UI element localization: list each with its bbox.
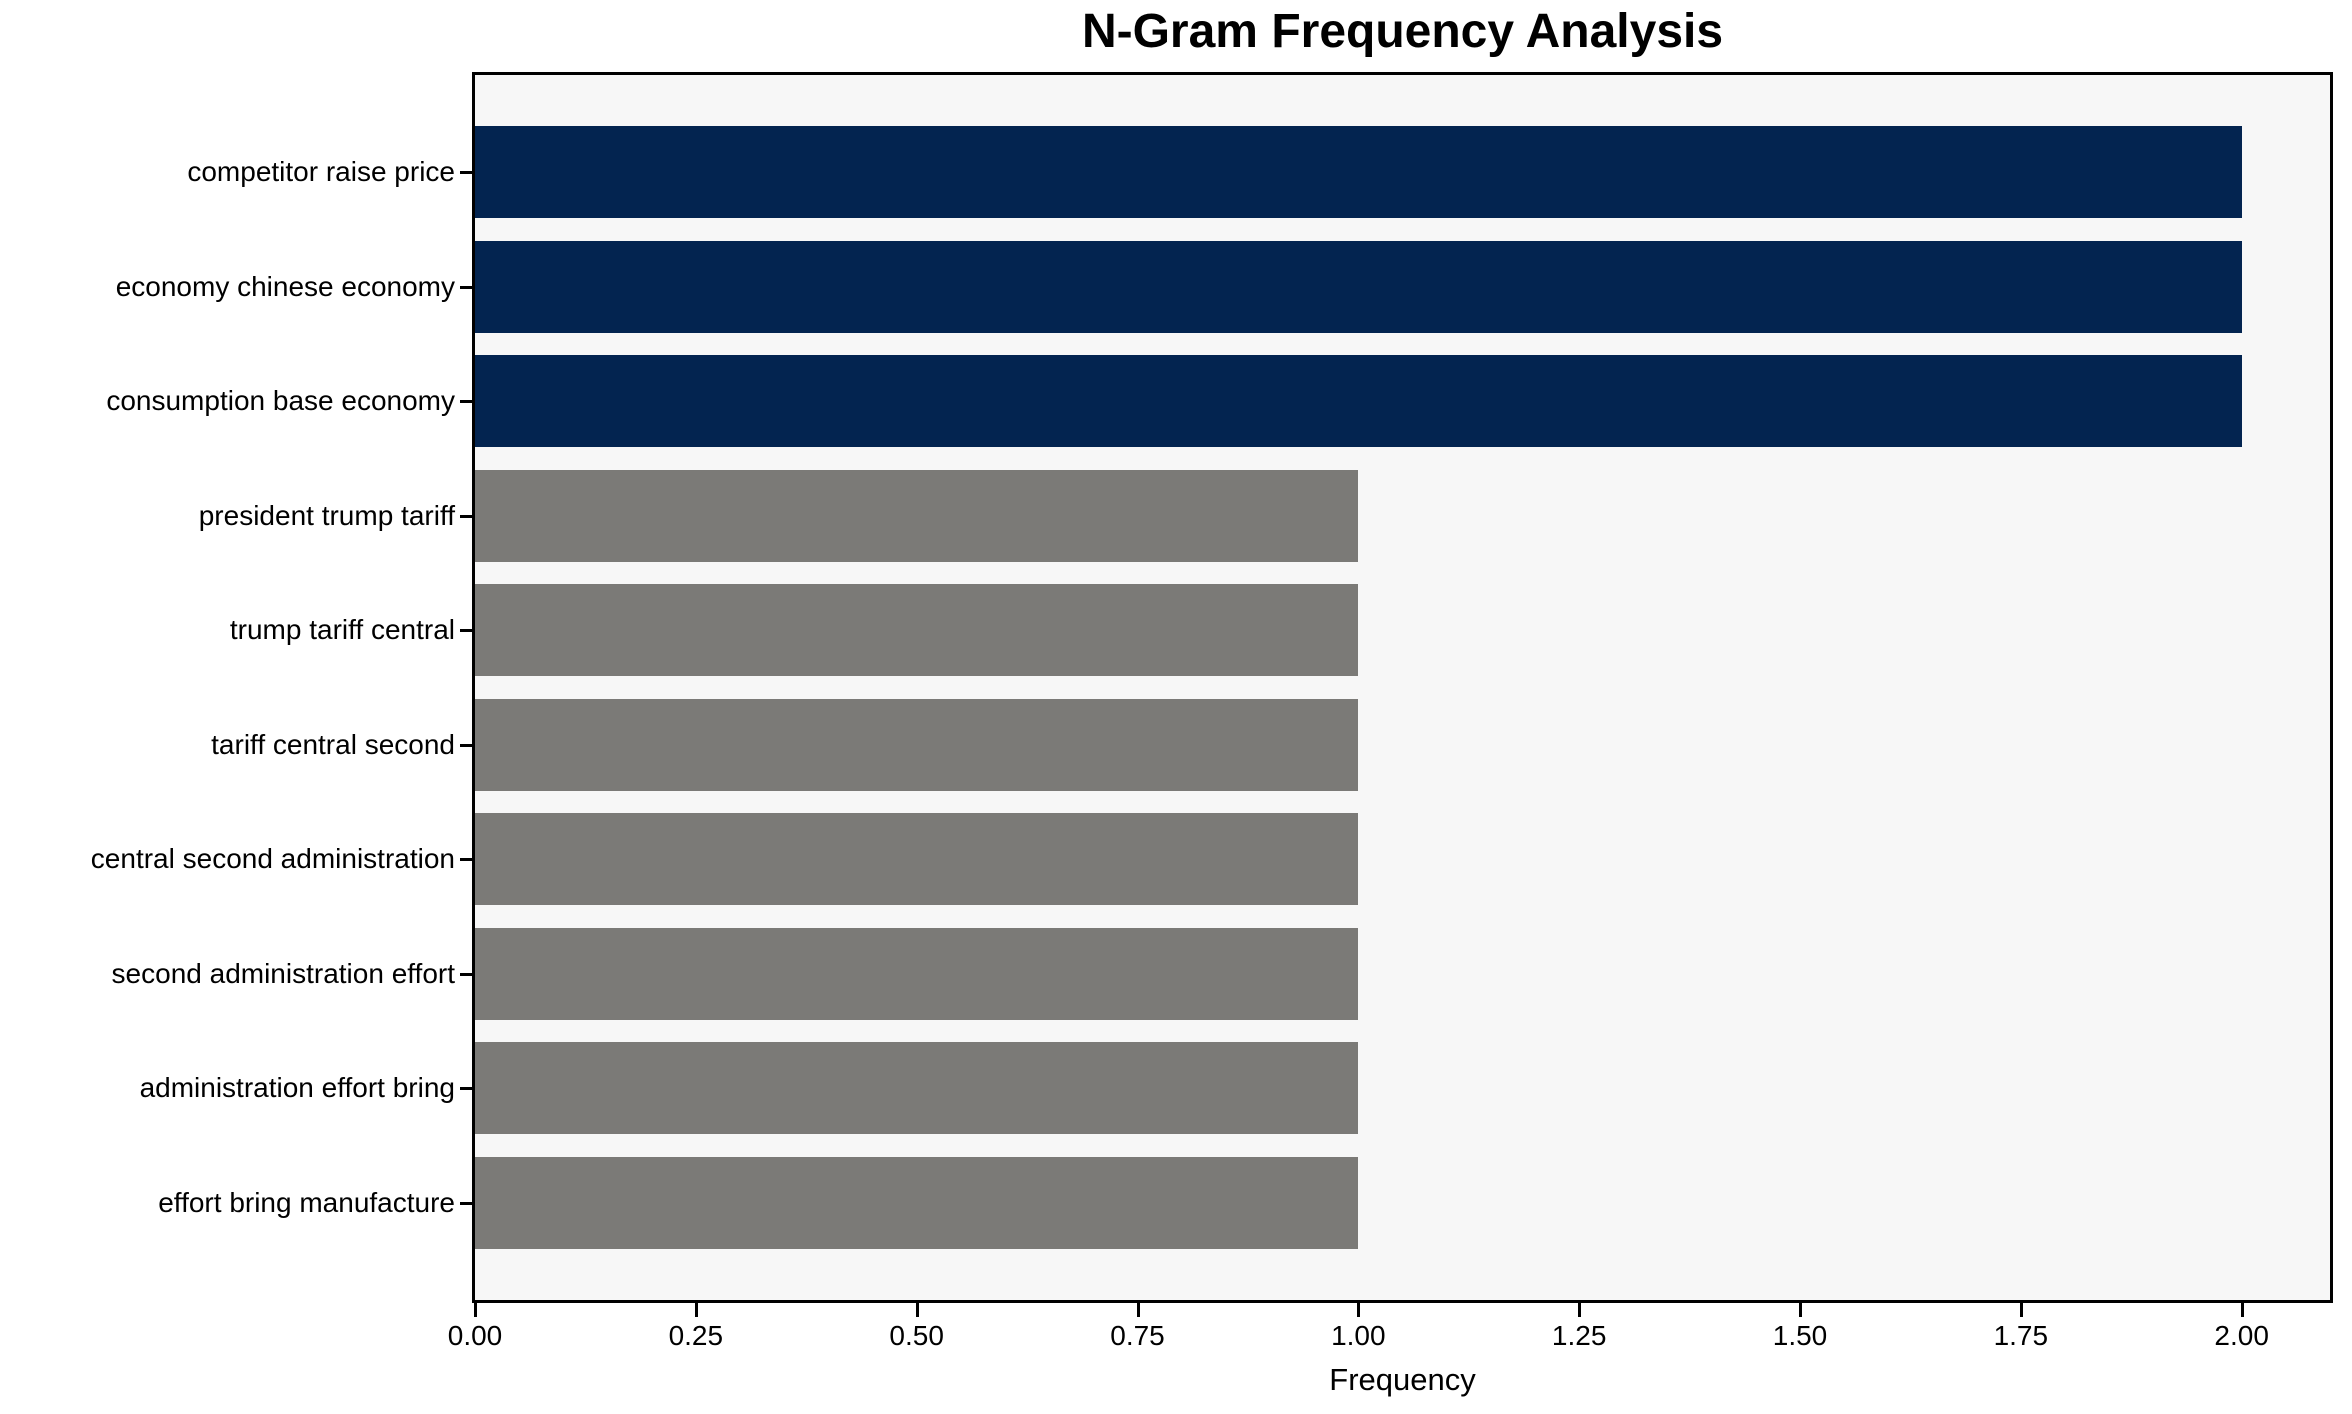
x-tick: [474, 1303, 477, 1317]
x-axis-label: Frequency: [1329, 1362, 1476, 1397]
bar: [475, 240, 2242, 333]
x-tick-label: 0.00: [447, 1320, 503, 1351]
bar: [475, 813, 1359, 906]
x-tick: [915, 1303, 919, 1317]
x-tick: [2019, 1303, 2023, 1317]
y-tick: [460, 1202, 472, 1205]
chart-title: N-Gram Frequency Analysis: [1081, 5, 1724, 58]
x-tick: [1578, 1303, 1582, 1317]
y-tick: [460, 1087, 472, 1091]
y-tick-label: administration effort bring: [139, 1072, 455, 1104]
y-tick-label: trump tariff central: [229, 614, 455, 646]
x-tick: [1136, 1303, 1140, 1317]
x-tick-label: 1.25: [1551, 1320, 1607, 1351]
y-tick: [460, 400, 472, 404]
y-tick-label: effort bring manufacture: [158, 1187, 455, 1218]
y-tick: [460, 743, 472, 747]
x-tick-label: 0.75: [1110, 1320, 1165, 1351]
bar: [475, 469, 1359, 562]
y-tick: [460, 629, 472, 633]
bar: [475, 126, 2242, 218]
x-tick-label: 1.75: [1993, 1320, 2049, 1351]
y-tick-label: consumption base economy: [106, 385, 455, 417]
plot-area: [472, 72, 2333, 1303]
bar: [475, 355, 2242, 448]
bar: [475, 1042, 1359, 1135]
y-tick: [460, 171, 472, 174]
y-tick: [460, 858, 472, 862]
y-tick: [460, 514, 472, 518]
y-tick-label: tariff central second: [211, 728, 455, 760]
bar: [475, 584, 1359, 677]
x-tick-label: 1.50: [1772, 1320, 1828, 1351]
x-tick: [694, 1303, 698, 1317]
y-tick-label: central second administration: [90, 843, 455, 875]
bar: [475, 698, 1359, 791]
y-tick-label: economy chinese economy: [115, 270, 455, 302]
x-tick: [1799, 1303, 1802, 1317]
y-tick-label: competitor raise price: [187, 156, 455, 187]
y-tick-label: second administration effort: [111, 957, 455, 989]
y-tick: [460, 972, 472, 976]
bar: [475, 927, 1359, 1020]
x-tick-label: 2.00: [2214, 1320, 2269, 1351]
x-tick-label: 0.25: [668, 1320, 724, 1351]
x-tick: [1357, 1303, 1361, 1317]
x-tick: [2240, 1303, 2244, 1317]
x-tick-label: 1.00: [1331, 1320, 1386, 1351]
x-tick-label: 0.50: [889, 1320, 944, 1351]
y-tick-label: president trump tariff: [198, 499, 455, 531]
bar: [475, 1157, 1359, 1249]
y-tick: [460, 285, 472, 289]
